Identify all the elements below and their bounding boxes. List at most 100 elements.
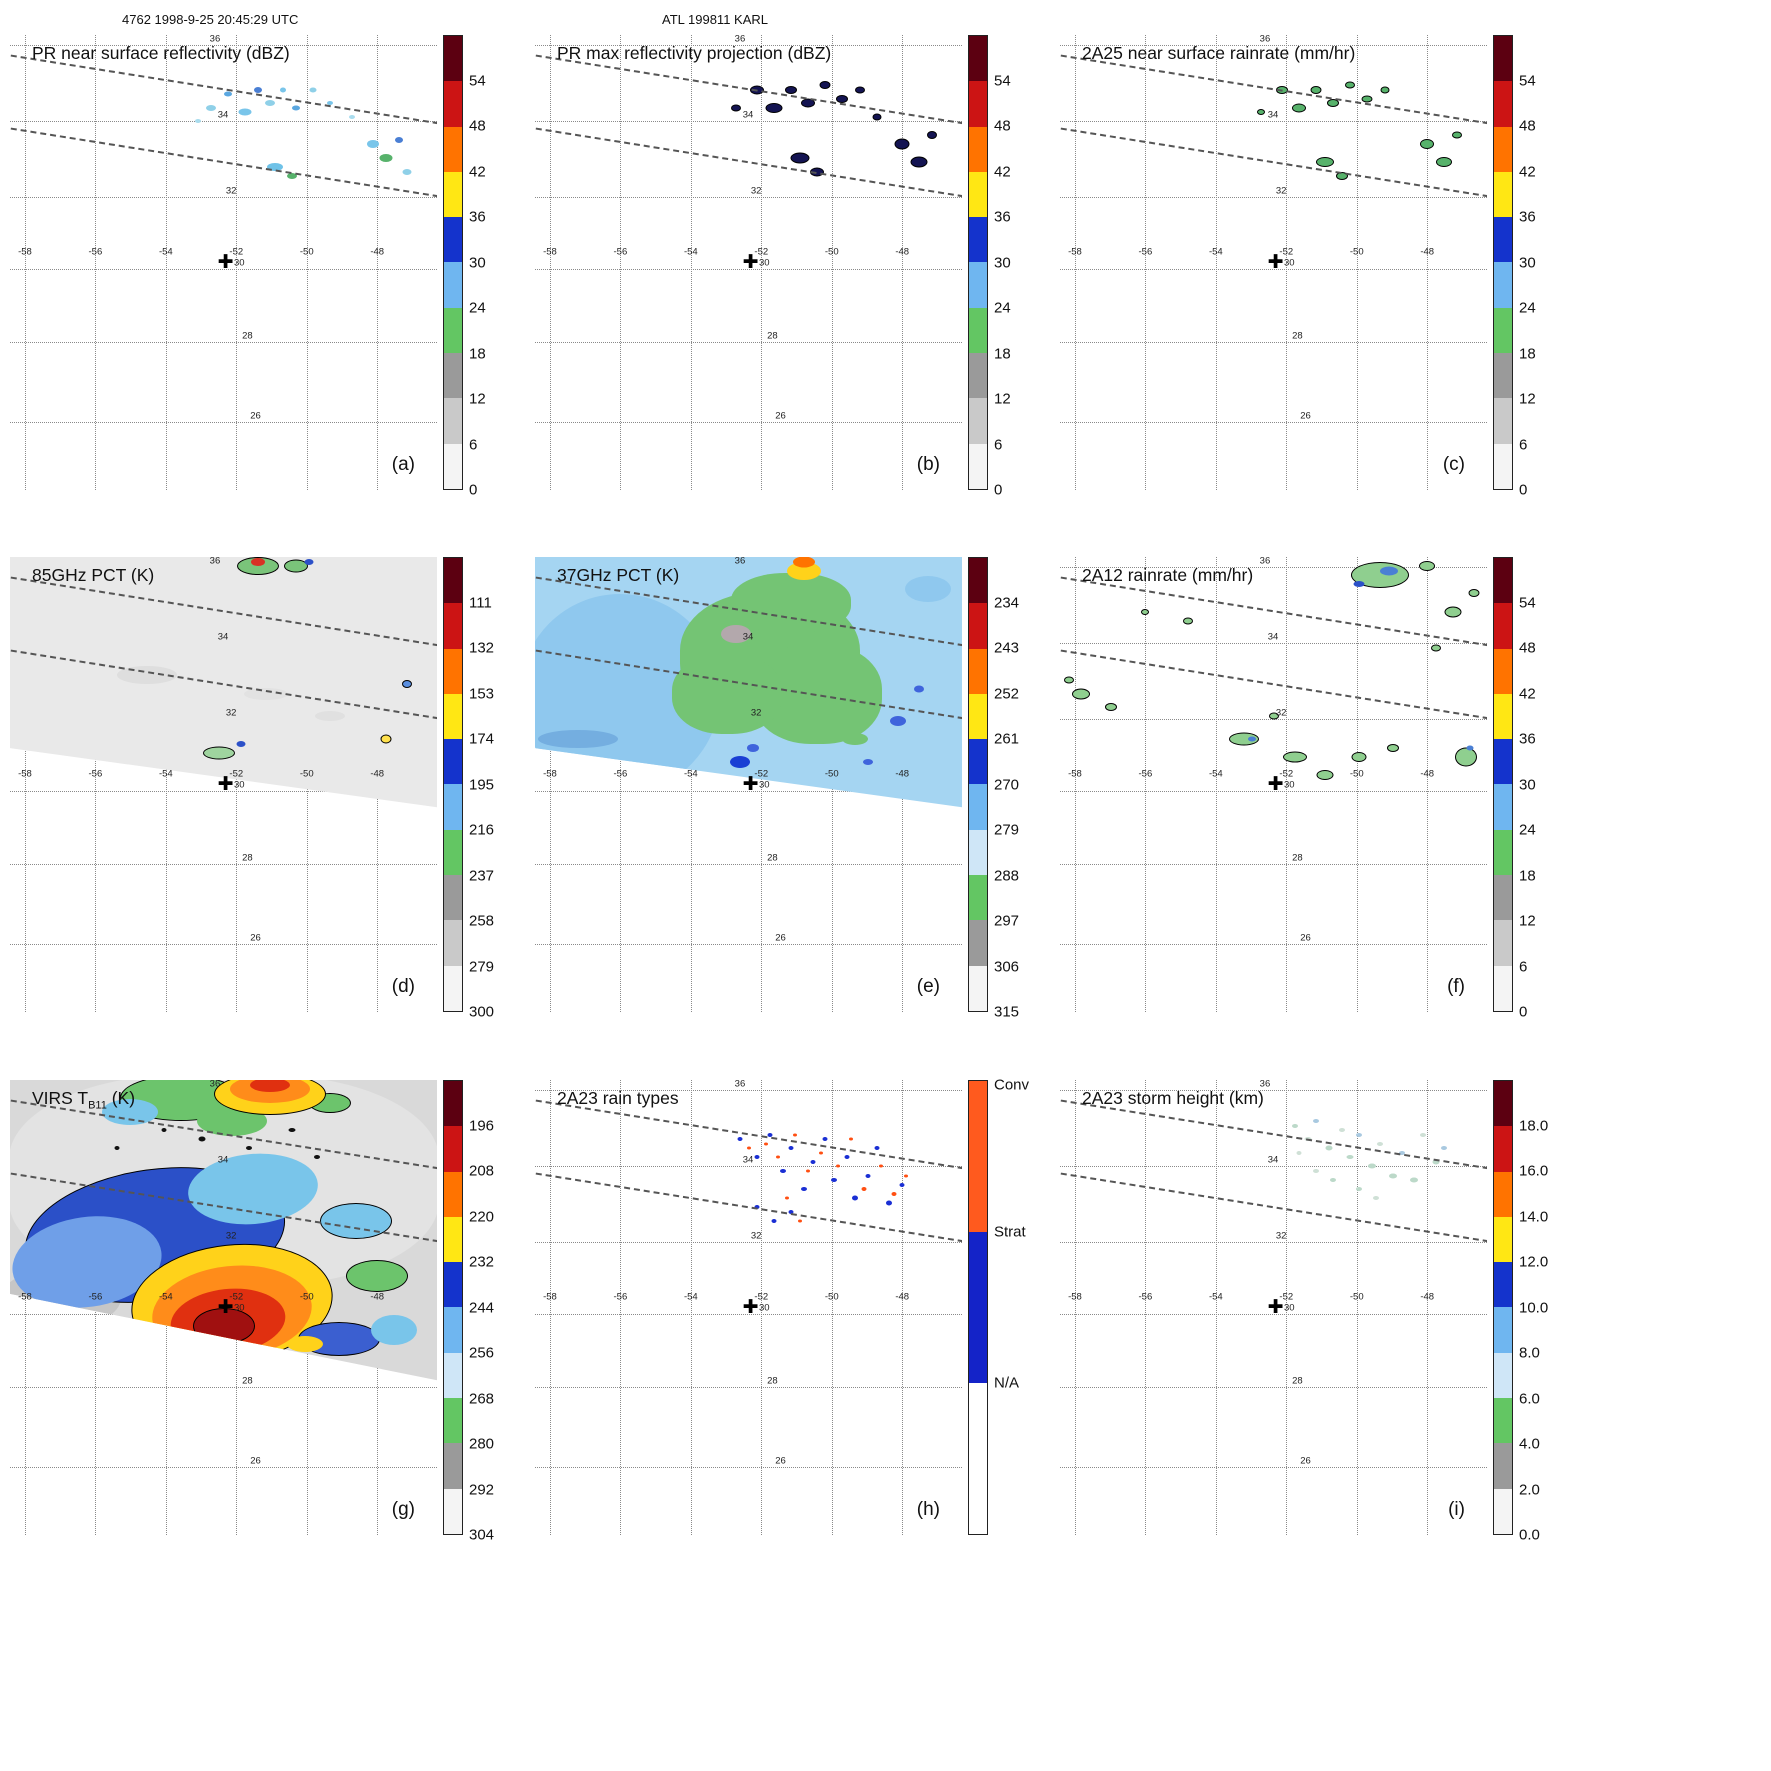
- pr-swath-edge-line: [1060, 1171, 1487, 1244]
- map-plot-g: VIRS TB11 (K) (g) -58 -56 -54 -52 -50 -48 36 34…: [10, 1080, 437, 1535]
- gridline-vertical: [236, 557, 238, 1012]
- lon-tick-label: -48: [1420, 246, 1435, 258]
- colorbar-segment: [969, 36, 987, 82]
- lat-tick-label: 30: [759, 257, 770, 269]
- gridline-vertical: [831, 35, 833, 490]
- colorbar-segment: [1494, 875, 1512, 921]
- colorbar-tick-label: 258: [469, 912, 495, 930]
- data-blob: [161, 1128, 167, 1133]
- data-blob: [767, 1132, 773, 1137]
- map-plot-c: 2A25 near surface rainrate (mm/hr) (c) -…: [1060, 35, 1487, 490]
- data-blob: [889, 715, 906, 726]
- lon-tick-label: -54: [1208, 768, 1223, 780]
- lon-tick-label: -58: [543, 1291, 557, 1303]
- colorbar-segment: [444, 36, 462, 82]
- lat-tick-label: 34: [1267, 631, 1279, 643]
- gridline-vertical: [1427, 557, 1429, 1012]
- gridline-horizontal: [535, 45, 962, 46]
- data-blob: [1389, 1173, 1398, 1179]
- colorbar-tick-label: 315: [994, 1003, 1020, 1021]
- gridline-vertical: [377, 35, 379, 490]
- colorbar-tick-label: 216: [469, 821, 495, 839]
- lat-tick-label: 28: [767, 330, 778, 342]
- data-blob: [806, 1169, 811, 1173]
- colorbar-tick-label: 12: [994, 390, 1011, 408]
- lon-tick-label: -48: [1420, 768, 1435, 780]
- lon-tick-label: -56: [613, 246, 628, 258]
- colorbar-tick-label: 280: [469, 1435, 495, 1453]
- gridline-horizontal: [10, 121, 437, 123]
- panel-title: 37GHz PCT (K): [557, 565, 680, 585]
- lon-tick-label: -56: [88, 768, 103, 780]
- data-blob: [1377, 1141, 1384, 1146]
- lat-tick-label: 32: [225, 1229, 237, 1241]
- colorbar-segment: [444, 126, 462, 172]
- lon-tick-label: -56: [613, 1291, 628, 1303]
- data-blob: [1063, 676, 1074, 684]
- lon-tick-label: -58: [543, 246, 557, 258]
- data-blob: [842, 733, 869, 745]
- gridline-vertical: [1356, 35, 1358, 490]
- data-blob: [114, 1146, 120, 1151]
- data-blob: [746, 744, 759, 753]
- data-blob: [872, 113, 882, 121]
- gridline-horizontal: [1060, 269, 1487, 271]
- gridline-vertical: [549, 1080, 551, 1535]
- colorbar-segment: [1494, 126, 1512, 172]
- data-blob: [246, 1146, 253, 1151]
- gridline-horizontal: [10, 1466, 437, 1468]
- data-blob: [878, 1164, 883, 1168]
- colorbar-tick-label: 54: [1519, 594, 1536, 611]
- gridline-horizontal: [535, 1314, 962, 1316]
- panel-letter: (d): [391, 976, 415, 997]
- lat-tick-label: 36: [734, 35, 746, 45]
- colorbar-segment: [444, 648, 462, 694]
- colorbar-tick-label: 153: [469, 685, 495, 702]
- colorbar-segment: [444, 1216, 462, 1263]
- panel-letter: (i): [1448, 1499, 1465, 1520]
- colorbar-tick-label: 42: [1519, 163, 1536, 180]
- data-blob: [1183, 617, 1194, 625]
- gridline-vertical: [24, 557, 26, 1012]
- colorbar-segment: [1494, 1262, 1512, 1308]
- lon-tick-label: -56: [1138, 246, 1153, 258]
- data-blob: [1468, 589, 1480, 598]
- data-blob: [672, 653, 783, 734]
- data-blob: [1313, 1169, 1320, 1173]
- colorbar-segment: [1494, 1443, 1512, 1489]
- data-blob: [863, 758, 874, 765]
- colorbar-tick-label: 48: [469, 117, 486, 135]
- gridline-horizontal: [535, 342, 962, 344]
- gridline-horizontal: [1060, 121, 1487, 123]
- data-blob: [371, 1315, 418, 1346]
- colorbar-tick-label: 0: [994, 481, 1003, 499]
- gridline-horizontal: [535, 421, 962, 423]
- colorbar-tick-label: 6: [994, 436, 1003, 453]
- colorbar: [443, 35, 463, 490]
- colorbar-tick-label: 36: [1519, 730, 1536, 748]
- data-blob: [894, 138, 910, 150]
- panel-letter: (h): [916, 1499, 940, 1520]
- gridline-vertical: [24, 35, 26, 490]
- gridline-horizontal: [535, 864, 962, 866]
- colorbar-tick-label: 16.0: [1519, 1162, 1549, 1180]
- data-blob: [116, 666, 177, 685]
- colorbar-segment: [1494, 829, 1512, 876]
- panel-letter: (b): [916, 454, 940, 475]
- data-blob: [810, 1159, 816, 1164]
- lat-tick-label: 32: [1275, 706, 1287, 718]
- lat-tick-label: 28: [767, 1375, 778, 1387]
- panel-h: 2A23 rain types (h) -58 -56 -54 -52 -50 -48 36…: [535, 1076, 1055, 1552]
- data-blob: [1420, 139, 1435, 150]
- gridline-vertical: [690, 557, 692, 1012]
- data-blob: [904, 1174, 909, 1178]
- lon-tick-label: -52: [754, 768, 769, 780]
- colorbar-segment: [444, 1488, 462, 1534]
- colorbar-segment: [444, 443, 462, 489]
- lon-tick-label: -52: [1279, 768, 1294, 780]
- panel-letter: (e): [916, 976, 940, 997]
- data-blob: [788, 1209, 794, 1214]
- colorbar-segment: [969, 262, 987, 308]
- lon-tick-label: -48: [895, 246, 910, 258]
- colorbar-segment: [1494, 1216, 1512, 1263]
